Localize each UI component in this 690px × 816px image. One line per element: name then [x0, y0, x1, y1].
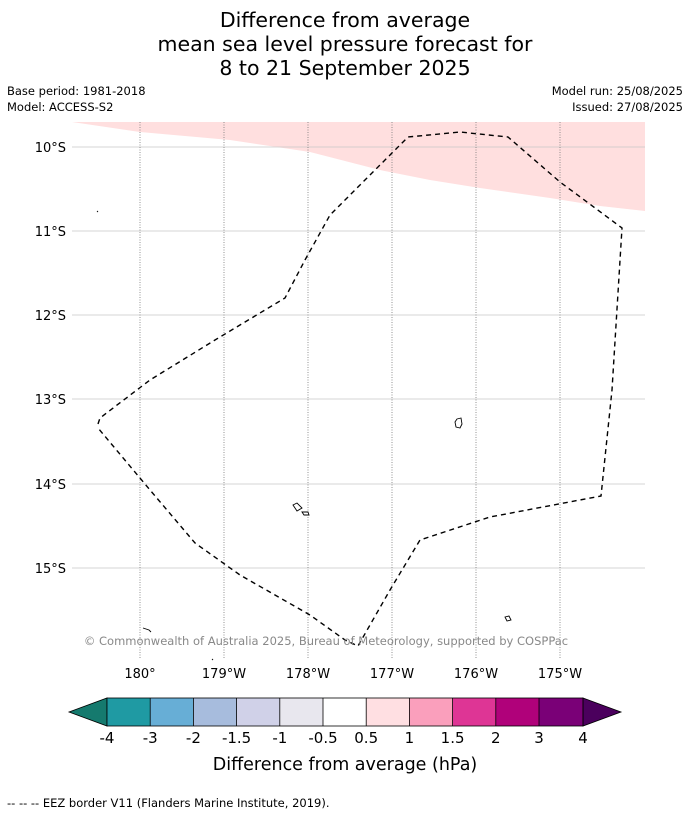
eez-border	[97, 131, 623, 647]
island-southeast	[504, 615, 512, 622]
colorbar-tick-neg4: -4	[100, 729, 115, 747]
lon-label-176w: 176°W	[454, 667, 498, 682]
colorbar-tick-4: 4	[578, 729, 588, 747]
lon-label-179w: 179°W	[202, 667, 246, 682]
base-period: Base period: 1981-2018	[7, 84, 146, 98]
model-name: Model: ACCESS-S2	[7, 100, 114, 114]
colorbar-segment-11	[539, 698, 583, 726]
colorbar-segment-7	[366, 698, 410, 726]
island-southwest	[142, 627, 152, 633]
lon-label-175w: 175°W	[538, 667, 582, 682]
model-run: Model run: 25/08/2025	[551, 84, 683, 98]
lon-label-178w: 178°W	[286, 667, 330, 682]
colorbar-tick-neg3: -3	[143, 729, 158, 747]
map-panel: © Commonwealth of Australia 2025, Bureau…	[72, 122, 645, 661]
lat-label-11s: 11°S	[35, 225, 66, 240]
lon-label-177w: 177°W	[370, 667, 414, 682]
lon-label-180: 180°	[124, 667, 155, 682]
colorbar-min-extension	[67, 697, 108, 727]
lat-labels: 10°S 11°S 12°S 13°S 14°S 15°S	[35, 141, 66, 577]
colorbar-tick-neg1-5: -1.5	[222, 729, 251, 747]
lon-gridlines	[139, 122, 561, 658]
lat-label-15s: 15°S	[35, 562, 66, 577]
colorbar-segment-9	[452, 698, 496, 726]
lat-label-14s: 14°S	[35, 478, 66, 493]
colorbar-segment-1	[107, 698, 151, 726]
islands	[96, 210, 512, 661]
meta-right: Model run: 25/08/2025 Issued: 27/08/2025	[552, 83, 683, 115]
colorbar-tick-2: 2	[491, 729, 501, 747]
colorbar-max-extension	[582, 697, 623, 727]
title-line-1: Difference from average	[219, 8, 471, 32]
island-central-group	[292, 502, 303, 512]
colorbar-tick-neg1: -1	[272, 729, 287, 747]
title-line-2: mean sea level pressure forecast for	[157, 32, 533, 56]
colorbar-dividers	[149, 698, 540, 726]
island-east	[454, 417, 463, 429]
colorbar-segment-4	[236, 698, 280, 726]
positive-anomaly-area	[72, 122, 645, 211]
colorbar-tick-3: 3	[534, 729, 544, 747]
colorbar-tick-neg2: -2	[186, 729, 201, 747]
lon-labels: 180° 179°W 178°W 177°W 176°W 175°W	[124, 667, 582, 682]
lat-label-13s: 13°S	[35, 393, 66, 408]
colorbar-segment-6	[323, 698, 367, 726]
colorbar-segment-5	[279, 698, 323, 726]
colorbar-tick-1-5: 1.5	[441, 729, 465, 747]
colorbar-label: Difference from average (hPa)	[213, 755, 478, 775]
colorbar-tick-1: 1	[405, 729, 415, 747]
island-northwest	[96, 210, 99, 213]
lat-gridlines	[72, 146, 645, 569]
eez-legend-note: -- -- -- EEZ border V11 (Flanders Marine…	[7, 796, 330, 810]
lat-label-10s: 10°S	[35, 141, 66, 156]
island-central-group-2	[301, 511, 310, 516]
title-line-3: 8 to 21 September 2025	[219, 56, 471, 80]
colorbar-segment-2	[150, 698, 194, 726]
lat-label-12s: 12°S	[35, 309, 66, 324]
colorbar-segment-10	[495, 698, 539, 726]
chart-title: Difference from average mean sea level p…	[0, 8, 690, 80]
issued-date: Issued: 27/08/2025	[572, 100, 683, 114]
colorbar-tick-labels: -4 -3 -2 -1.5 -1 -0.5 0.5 1 1.5 2 3 4	[100, 729, 588, 747]
colorbar-segment-3	[193, 698, 237, 726]
copyright-text: © Commonwealth of Australia 2025, Bureau…	[84, 634, 568, 648]
colorbar-segment-8	[409, 698, 453, 726]
colorbar-outline	[106, 697, 584, 727]
colorbar: -4 -3 -2 -1.5 -1 -0.5 0.5 1 1.5 2 3 4 Di…	[67, 697, 623, 775]
colorbar-tick-0-5: 0.5	[354, 729, 378, 747]
meta-left: Base period: 1981-2018 Model: ACCESS-S2	[7, 83, 146, 115]
colorbar-tick-neg0-5: -0.5	[308, 729, 337, 747]
island-south	[211, 658, 214, 661]
